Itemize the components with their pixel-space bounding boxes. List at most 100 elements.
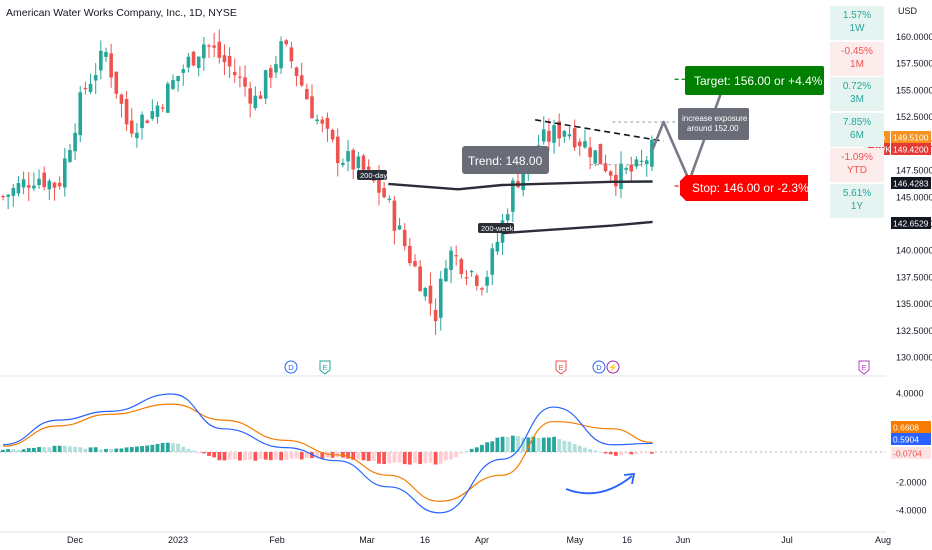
candle-body [572, 128, 577, 148]
performance-period: YTD [847, 165, 867, 176]
macd-histogram-bar [289, 452, 294, 459]
candle-body [160, 107, 165, 109]
macd-histogram-bar [274, 452, 278, 460]
exposure-note-line: around 152.00 [687, 124, 739, 133]
macd-histogram-bar [135, 446, 139, 452]
candle-body [464, 277, 469, 279]
time-tick-label: Apr [475, 535, 489, 545]
candle-body [305, 89, 309, 100]
candle-body [603, 163, 608, 172]
candle-body [135, 132, 139, 139]
candle-body [454, 255, 458, 257]
event-earnings-marker [555, 360, 567, 375]
candle-body [310, 96, 314, 119]
candle-body [351, 149, 355, 170]
candle-body [63, 158, 67, 188]
candle-body [511, 180, 515, 212]
candle-body [346, 151, 350, 162]
performance-cell[interactable]: 0.72% 3M [830, 77, 884, 111]
macd-histogram-bar [598, 451, 603, 453]
performance-cell[interactable]: 5.61% 1Y [830, 183, 884, 218]
macd-histogram-bar [392, 452, 397, 463]
performance-period: 1M [850, 58, 864, 70]
time-tick-label: Dec [67, 535, 84, 545]
macd-histogram-bar [536, 437, 541, 452]
macd-histogram-bar [459, 452, 464, 454]
macd-histogram-bar [552, 436, 556, 452]
candle-body [119, 94, 124, 104]
macd-histogram-bar [464, 451, 469, 452]
candle-body [444, 268, 448, 282]
target-label: Target: 156.00 or +4.4% [694, 74, 823, 88]
macd-histogram-bar [243, 452, 247, 461]
price-marker-value: 149.4200 [893, 145, 929, 155]
candle-body [93, 75, 98, 81]
candle-body [181, 69, 186, 73]
performance-period: 3M [850, 94, 864, 105]
candle-body [57, 182, 62, 187]
macd-histogram-bar [68, 446, 72, 452]
macd-histogram-bar [351, 452, 356, 460]
candle-body [99, 50, 103, 71]
candle-body [52, 182, 57, 188]
macd-histogram-bar [47, 447, 52, 452]
candle-body [6, 194, 10, 197]
macd-histogram-bar [361, 452, 366, 461]
performance-cell[interactable]: -0.45% 1M [830, 41, 884, 76]
candle-body [1, 195, 5, 198]
candle-body [624, 168, 628, 170]
macd-marker-value: 0.6608 [893, 423, 919, 433]
macd-histogram-bar [37, 447, 41, 452]
macd-histogram-bar [258, 452, 263, 459]
macd-tick-label: -2.0000 [896, 478, 927, 488]
candle-body [289, 47, 294, 62]
event-marker-label: D [288, 363, 294, 372]
price-marker-value: 146.4283 [893, 179, 929, 189]
stop-label: Stop: 146.00 or -2.3% [692, 181, 809, 195]
exposure-note-box [678, 108, 749, 140]
macd-histogram-bar [371, 452, 376, 461]
candle-body [243, 77, 247, 87]
macd-histogram-bar [474, 447, 479, 452]
candle-body [248, 88, 252, 104]
price-tick-label: 135.0000 [896, 299, 932, 309]
candle-body [129, 120, 134, 134]
candle-body [433, 309, 438, 322]
macd-histogram-bar [634, 452, 639, 454]
macd-histogram-bar [505, 437, 510, 452]
candle-body [114, 71, 119, 94]
macd-histogram-bar [140, 446, 144, 452]
macd-histogram-bar [356, 452, 361, 460]
macd-histogram-bar [382, 452, 386, 464]
macd-histogram-bar [109, 449, 114, 452]
candle-body [279, 41, 283, 69]
candle-body [16, 183, 21, 194]
candle-body [263, 70, 268, 99]
candle-body [68, 150, 72, 162]
performance-pct: 7.85% [842, 116, 872, 128]
macd-histogram-bar [57, 445, 62, 452]
candle-body [258, 95, 263, 99]
macd-histogram-bar [541, 437, 546, 452]
macd-histogram-bar [263, 452, 268, 460]
macd-histogram-bar [325, 452, 330, 458]
performance-cell[interactable]: 7.85% 6M [830, 112, 884, 147]
performance-cell[interactable]: -1.09% YTD [830, 148, 884, 182]
price-tick-label: 157.5000 [896, 59, 932, 69]
candle-body [361, 155, 366, 170]
chart-title: American Water Works Company, Inc., 1D, … [6, 7, 237, 19]
macd-marker [891, 421, 931, 433]
candle-body [438, 278, 443, 318]
macd-histogram-bar [366, 452, 371, 461]
resistance-trendline [535, 119, 664, 142]
candle-body [459, 259, 464, 275]
candle-body [449, 250, 453, 270]
macd-histogram-bar [222, 452, 227, 461]
ma-200-day-line [388, 180, 653, 191]
event-earnings-marker [858, 360, 870, 375]
performance-cell[interactable]: 1.57% 1W [830, 6, 884, 40]
candle-body [408, 245, 412, 264]
macd-histogram-bar [433, 452, 438, 465]
candle-body [325, 117, 330, 129]
